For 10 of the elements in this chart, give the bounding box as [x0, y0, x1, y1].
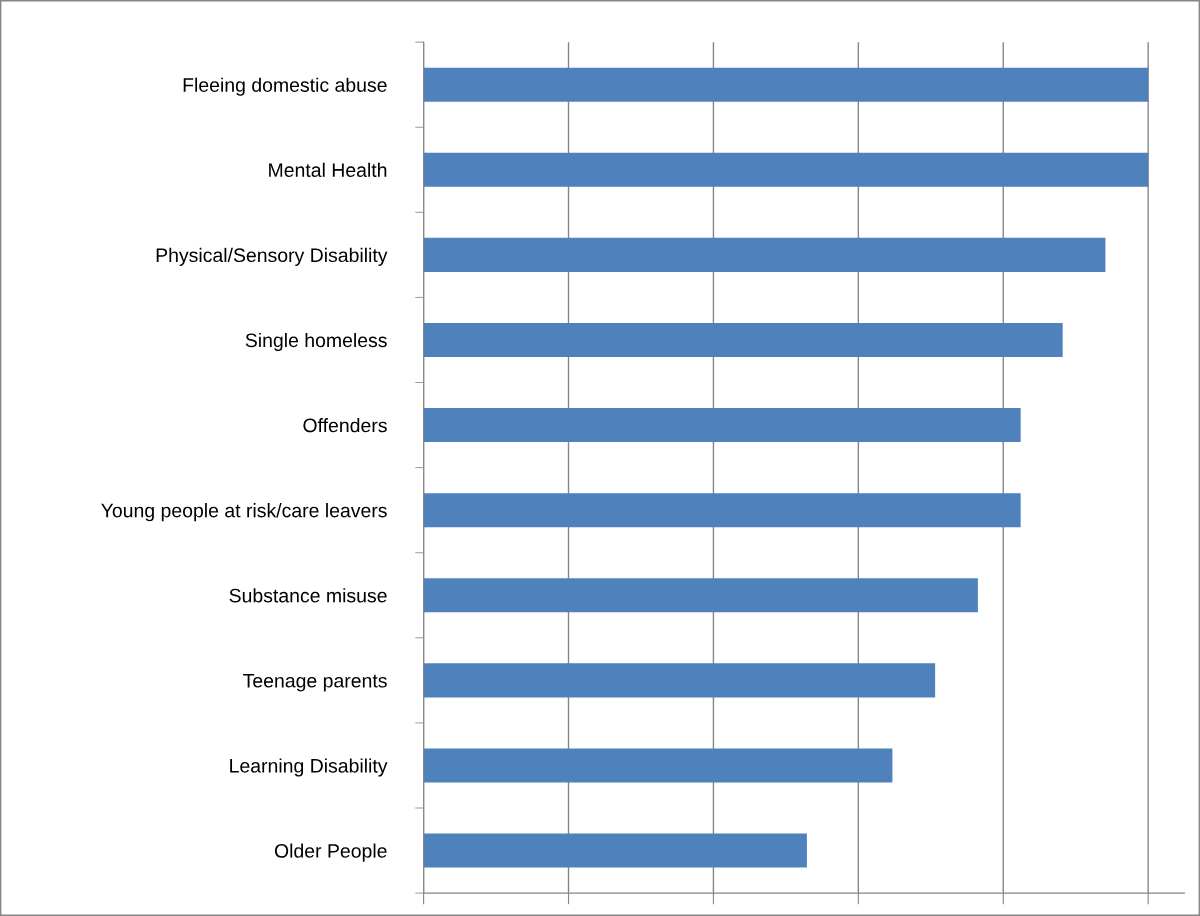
- y-tick-label: Fleeing domestic abuse: [183, 77, 387, 96]
- y-tick-label: Substance misuse: [229, 588, 387, 603]
- y-tick-label: Mental Health: [269, 162, 387, 178]
- y-tick-label: Learning Disability: [230, 758, 388, 777]
- y-tick-label: Teenage parents: [243, 674, 387, 692]
- y-tick-label: Physical/Sensory Disability: [156, 247, 388, 266]
- y-tick-label: Single homeless: [245, 332, 387, 352]
- y-tick-label: Older People: [274, 843, 387, 862]
- y-tick-label: Offenders: [303, 418, 387, 433]
- y-tick-label: Young people at risk/care leavers: [101, 503, 387, 522]
